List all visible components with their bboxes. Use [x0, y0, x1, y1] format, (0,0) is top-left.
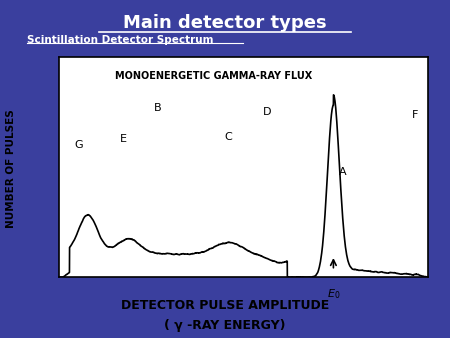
Text: Main detector types: Main detector types — [123, 14, 327, 31]
Text: B: B — [154, 103, 162, 113]
Text: F: F — [411, 110, 418, 120]
Text: DETECTOR PULSE AMPLITUDE: DETECTOR PULSE AMPLITUDE — [121, 299, 329, 312]
Text: D: D — [263, 107, 271, 117]
Text: NUMBER OF PULSES: NUMBER OF PULSES — [6, 110, 16, 228]
Text: C: C — [225, 131, 232, 142]
Text: MONOENERGETIC GAMMA-RAY FLUX: MONOENERGETIC GAMMA-RAY FLUX — [115, 71, 312, 81]
Text: $E_0$: $E_0$ — [327, 287, 340, 301]
Text: Scintillation Detector Spectrum: Scintillation Detector Spectrum — [27, 35, 213, 46]
Text: E: E — [120, 134, 126, 144]
Text: G: G — [75, 140, 83, 150]
Text: A: A — [339, 167, 347, 177]
Text: ( γ -RAY ENERGY): ( γ -RAY ENERGY) — [164, 319, 286, 332]
